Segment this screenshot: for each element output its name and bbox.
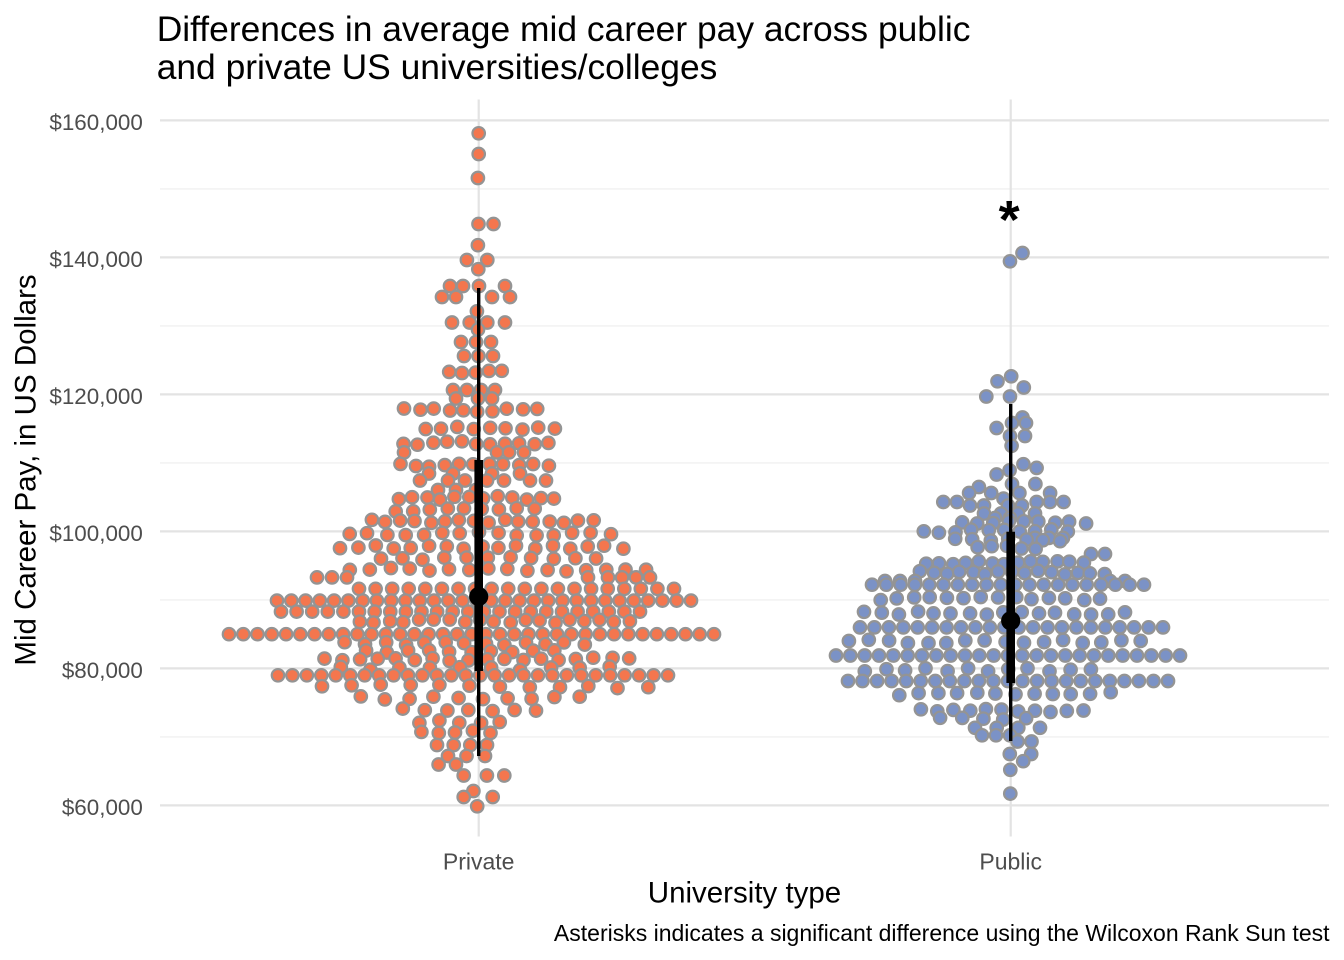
svg-text:and private US universities/co: and private US universities/colleges [157, 47, 718, 87]
svg-text:$100,000: $100,000 [49, 521, 142, 546]
svg-text:$160,000: $160,000 [49, 110, 142, 135]
svg-text:University type: University type [648, 877, 841, 910]
svg-text:$120,000: $120,000 [49, 384, 142, 409]
svg-text:Private: Private [443, 849, 515, 875]
svg-text:$60,000: $60,000 [62, 795, 143, 820]
svg-text:*: * [999, 190, 1020, 250]
svg-text:Mid Career Pay, in US Dollars: Mid Career Pay, in US Dollars [10, 274, 43, 665]
svg-text:Differences in average mid car: Differences in average mid career pay ac… [157, 9, 971, 49]
svg-text:$140,000: $140,000 [49, 247, 142, 272]
svg-text:Public: Public [979, 849, 1042, 875]
svg-text:$80,000: $80,000 [62, 658, 143, 683]
svg-text:Asterisks indicates a signific: Asterisks indicates a significant differ… [554, 920, 1330, 946]
